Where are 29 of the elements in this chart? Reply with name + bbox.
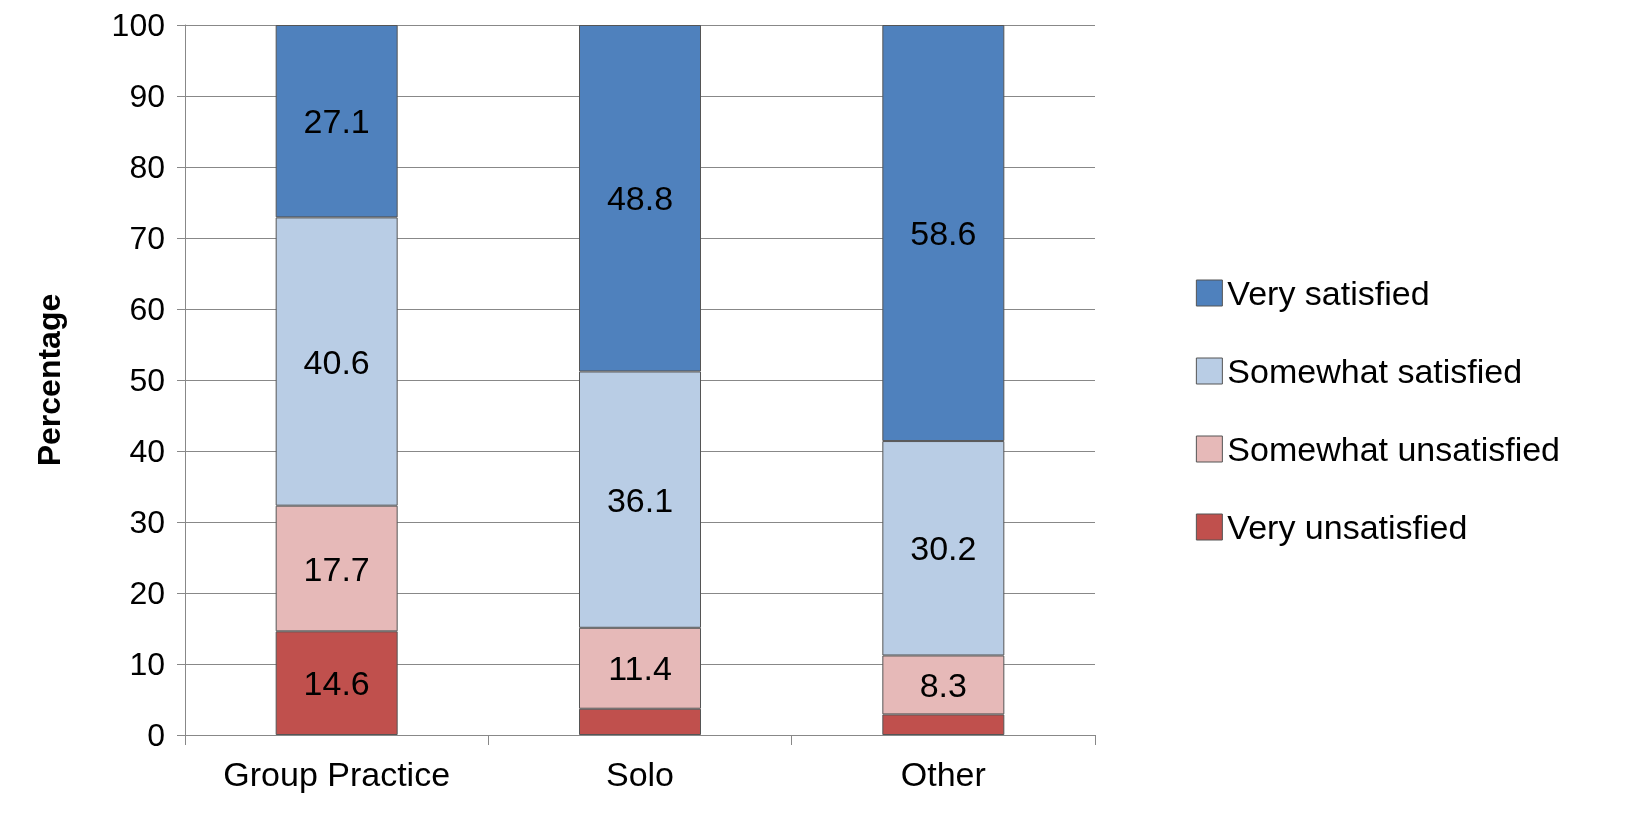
data-label: 36.1 (606, 480, 674, 519)
y-tick-label: 80 (129, 149, 165, 185)
data-label: 17.7 (303, 549, 370, 588)
y-tick-label: 20 (129, 575, 165, 611)
data-label: 48.8 (606, 179, 674, 218)
data-label: 40.6 (303, 342, 370, 381)
data-label: 27.1 (303, 102, 370, 141)
y-axis-title: Percentage (31, 293, 67, 467)
y-tick-label: 100 (111, 7, 165, 43)
y-tick-label: 40 (129, 433, 165, 469)
y-tick-label: 70 (129, 220, 165, 256)
x-tick-label: Other (900, 755, 986, 793)
legend-label: Very satisfied (1227, 274, 1430, 312)
data-label: 30.2 (910, 529, 977, 568)
x-tick-label: Solo (605, 755, 675, 793)
y-tick-label: 90 (129, 78, 165, 114)
y-tick-label: 30 (129, 504, 165, 540)
x-tick-label: Group Practice (223, 755, 451, 793)
legend-label: Very unsatisfied (1227, 508, 1468, 546)
data-label: 11.4 (608, 649, 672, 688)
y-tick-label: 0 (147, 717, 165, 753)
y-tick-label: 10 (129, 646, 165, 682)
y-tick-label: 60 (129, 291, 165, 327)
legend-label: Somewhat satisfied (1227, 352, 1523, 390)
legend-label: Somewhat unsatisfied (1227, 430, 1561, 468)
data-label: 58.6 (910, 214, 977, 253)
data-label: 8.3 (919, 665, 967, 704)
data-label: 14.6 (303, 664, 370, 703)
y-tick-label: 50 (129, 362, 165, 398)
